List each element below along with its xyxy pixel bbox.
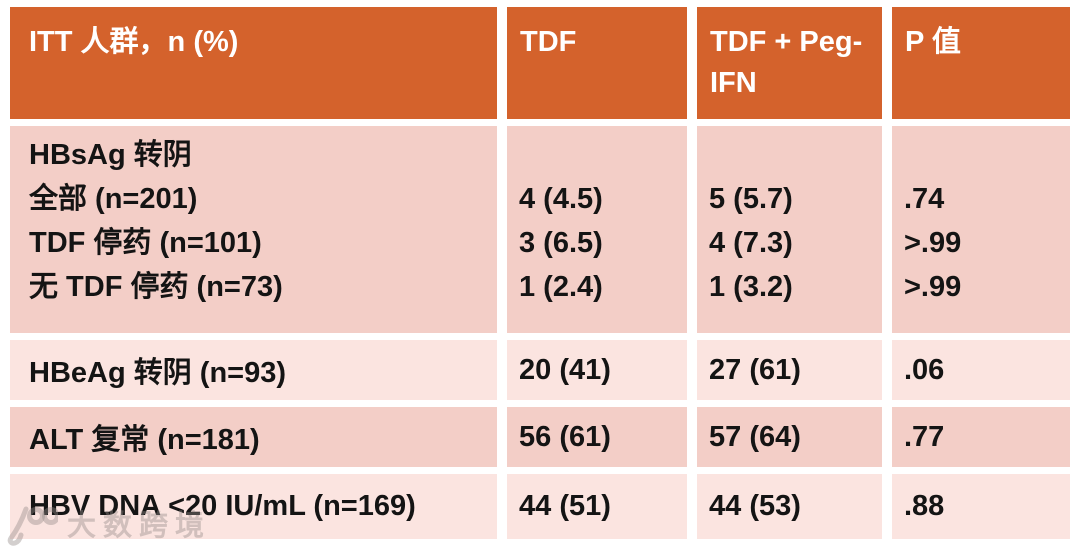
cell-line: .74 [904,183,945,215]
table-row: HBV DNA <20 IU/mL (n=169) 44 (51) 44 (53).… [10,474,1070,539]
value-cell: 44 (53) [697,474,882,539]
cell-line: 27 (61) [709,353,801,386]
value-cell: .77 [892,407,1070,467]
header-row: ITT 人群，n (%) TDF TDF + Peg-IFN P 值 [10,7,1070,119]
header-cell-p-value: P 值 [892,7,1070,119]
table-body: HBsAg 转阴 全部 (n=201) TDF 停药 (n=101) 无 TDF 停药… [10,126,1070,539]
cell-line: HBsAg 转阴 [29,139,192,171]
cell-line: ALT 复常 (n=181) [29,424,260,456]
header-cell-tdf-peg-ifn: TDF + Peg-IFN [697,7,882,119]
cell-line: TDF 停药 (n=101) [29,227,262,259]
row-label-cell: HBeAg 转阴 (n=93) [10,340,497,400]
cell-line: 1 (2.4) [519,271,603,303]
cell-line: 20 (41) [519,353,611,386]
table-row: HBsAg 转阴 全部 (n=201) TDF 停药 (n=101) 无 TDF 停药… [10,126,1070,333]
cell-line: 5 (5.7) [709,183,793,215]
cell-line: >.99 [904,227,962,259]
cell-line: 4 (4.5) [519,183,603,215]
row-label-cell: ALT 复常 (n=181) [10,407,497,467]
cell-line: 无 TDF 停药 (n=73) [29,271,283,303]
value-cell: 57 (64) [697,407,882,467]
cell-line [904,133,1070,177]
cell-line: .06 [904,353,945,386]
cell-line: 3 (6.5) [519,227,603,259]
value-cell: .74 >.99 >.99 [892,126,1070,333]
header-cell-population: ITT 人群，n (%) [10,7,497,119]
cell-line: 1 (3.2) [709,271,793,303]
cell-line: 全部 (n=201) [29,183,198,215]
value-cell: 4 (4.5) 3 (6.5) 1 (2.4) [507,126,687,333]
row-label-cell: HBV DNA <20 IU/mL (n=169) [10,474,497,539]
row-label-cell: HBsAg 转阴 全部 (n=201) TDF 停药 (n=101) 无 TDF 停药… [10,126,497,333]
cell-line: HBeAg 转阴 (n=93) [29,357,287,389]
value-cell: 56 (61) [507,407,687,467]
cell-line: .88 [904,490,945,522]
cell-line: 56 (61) [519,420,611,453]
value-cell: 44 (51) [507,474,687,539]
cell-line [519,133,687,177]
value-cell: 20 (41) [507,340,687,400]
value-cell: .88 [892,474,1070,539]
cell-line: >.99 [904,271,962,303]
table-row: HBeAg 转阴 (n=93) 20 (41) 27 (61) .06 [10,340,1070,400]
cell-line: HBV DNA <20 IU/mL (n=169) [29,490,416,522]
table-row: ALT 复常 (n=181) 56 (61) 57 (64) .77 [10,407,1070,467]
cell-line: 44 (51) [519,490,611,522]
value-cell: 5 (5.7) 4 (7.3) 1 (3.2) [697,126,882,333]
header-cell-tdf: TDF [507,7,687,119]
cell-line: 4 (7.3) [709,227,793,259]
cell-line: .77 [904,420,945,453]
value-cell: 27 (61) [697,340,882,400]
value-cell: .06 [892,340,1070,400]
cell-line: 44 (53) [709,490,801,522]
cell-line: 57 (64) [709,420,801,453]
table-header: ITT 人群，n (%) TDF TDF + Peg-IFN P 值 [10,7,1070,119]
cell-line [709,133,882,177]
